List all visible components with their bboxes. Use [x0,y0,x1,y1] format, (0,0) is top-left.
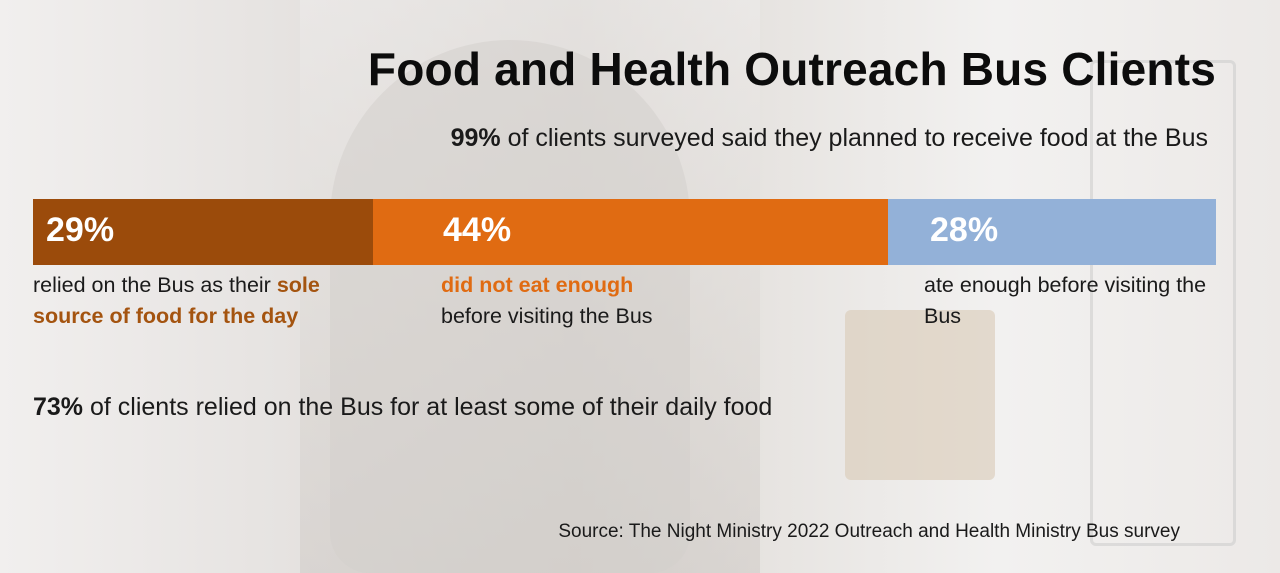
segment-2-text-after: before visiting the Bus [441,304,653,328]
chart-subtitle: 99% of clients surveyed said they planne… [0,124,1208,153]
bar-segment-2-label: 44% [443,211,512,249]
note-73-text: of clients relied on the Bus for at leas… [90,393,773,421]
segment-1-description: relied on the Bus as their sole source o… [33,270,333,332]
segment-1-highlight: sole source of food for the day [33,273,320,328]
source-note: Source: The Night Ministry 2022 Outreach… [558,521,1180,542]
chart-title: Food and Health Outreach Bus Clients [367,43,1216,95]
segment-2-description: did not eat enough before visiting the Bu… [441,270,741,332]
segment-2-highlight: did not eat enough [441,273,634,297]
note-73-bold: 73% [33,393,84,421]
bar-segment-3-label: 28% [930,211,999,249]
subtitle-text: of clients surveyed said they planned to… [507,124,1208,152]
bar-segment-1: 29% [33,199,373,265]
segment-3-text: ate enough before visiting the Bus [924,273,1207,328]
bar-segment-3: 28% [888,199,1216,265]
bar-segment-1-label: 29% [46,211,115,249]
background-bus-panel [1090,60,1236,546]
background-paper-bag [845,310,995,480]
background-person [330,40,690,573]
bar-segment-2: 44% [373,199,888,265]
stacked-bar: 29% 44% 28% [33,199,1216,265]
subtitle-percent: 99% [450,124,501,152]
segment-3-description: ate enough before visiting the Bus [924,270,1244,332]
segment-1-text: relied on the Bus as their [33,273,277,297]
note-73-percent: 73% of clients relied on the Bus for at … [33,393,772,422]
